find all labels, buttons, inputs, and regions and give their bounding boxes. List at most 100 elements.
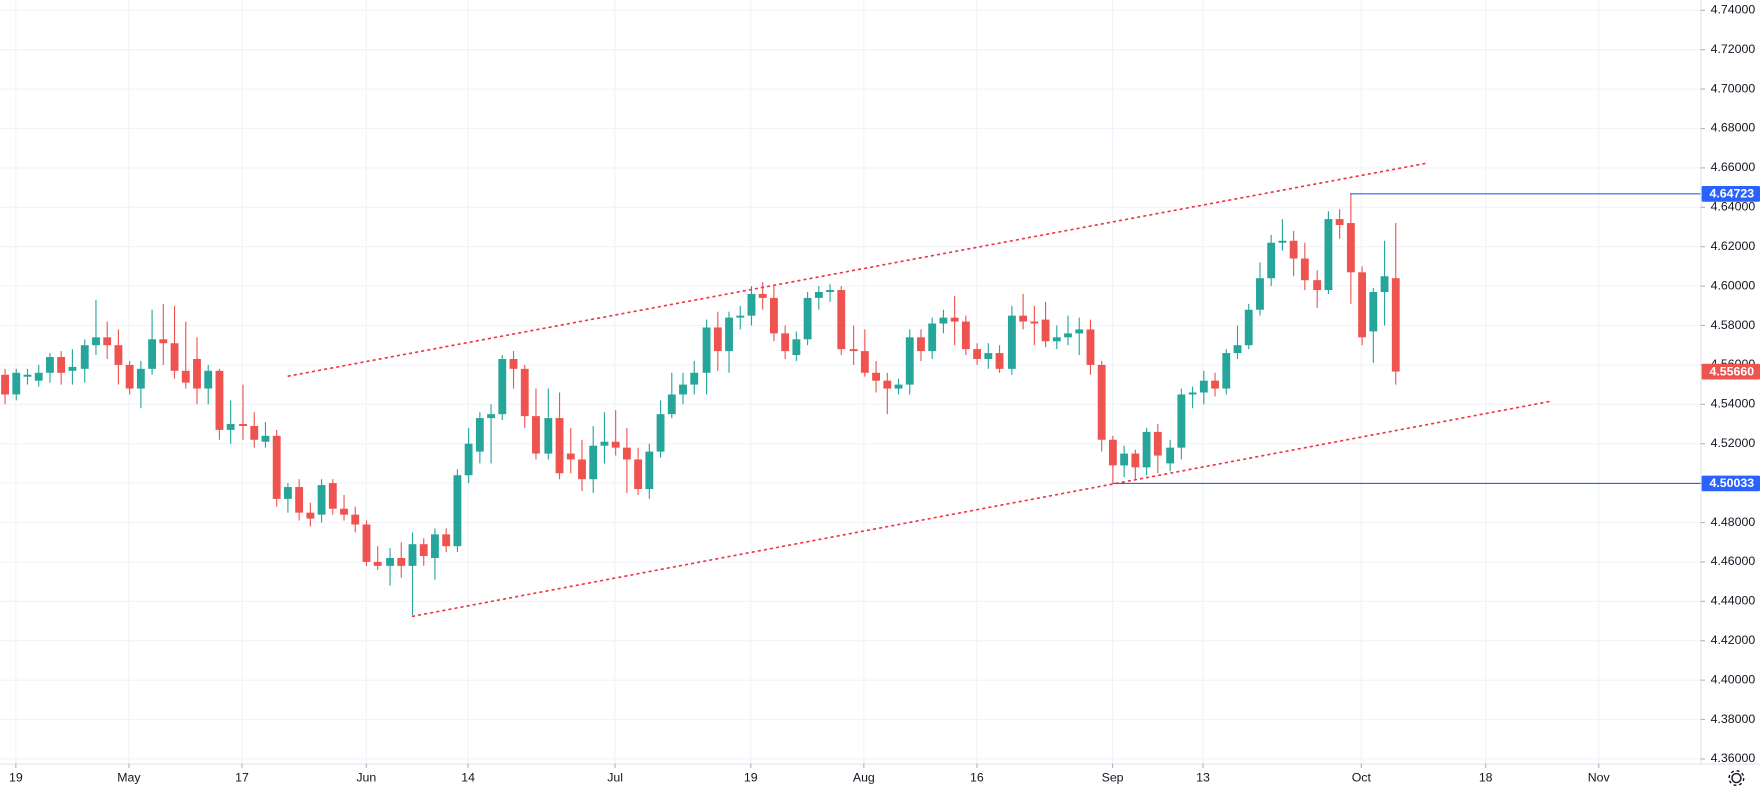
candle-body [475, 418, 484, 452]
price-label-box [1701, 475, 1760, 492]
candle-body [656, 414, 665, 452]
candle-body [1052, 337, 1061, 342]
gear-teeth [1728, 770, 1745, 787]
candle-body [408, 544, 417, 566]
candle-body [57, 357, 66, 373]
candle-body [261, 435, 270, 442]
candle-body [1222, 353, 1231, 389]
x-tick-label: 16 [970, 770, 984, 784]
candle-body [736, 315, 745, 318]
candle-body [917, 337, 925, 352]
y-tick-label: 4.64000 [1711, 200, 1756, 214]
candle-body [250, 425, 259, 440]
candle-body [984, 353, 993, 359]
y-tick-label: 4.66000 [1711, 160, 1756, 174]
candle-body [170, 343, 179, 371]
x-tick-label: 18 [1479, 770, 1493, 784]
candle-body [792, 339, 801, 356]
candle-body [1041, 319, 1050, 342]
candle-body [894, 384, 903, 389]
candle-body [226, 424, 235, 430]
candle-body [181, 370, 190, 383]
x-tick-label: 13 [1196, 770, 1210, 784]
trend-line [287, 162, 1429, 377]
candle-body [1358, 272, 1367, 338]
candle-body [1007, 315, 1016, 369]
candle-body [34, 372, 43, 381]
y-tick-label: 4.60000 [1711, 278, 1756, 292]
candle-body [837, 290, 846, 350]
candle-body [1188, 392, 1197, 395]
candle-body [555, 418, 564, 474]
candle-body [690, 372, 699, 385]
candle-body [487, 414, 495, 419]
candle-body [758, 293, 767, 298]
candle-body [702, 327, 711, 373]
price-label-box [1701, 185, 1760, 202]
candle-body [725, 317, 733, 352]
x-tick-label: Sep [1102, 770, 1124, 784]
candle-body [114, 345, 123, 365]
y-tick-label: 4.42000 [1711, 633, 1756, 647]
candle-body [125, 364, 134, 389]
y-tick-label: 4.62000 [1711, 239, 1756, 253]
candle-body [148, 339, 157, 369]
x-tick-label: 19 [9, 770, 23, 784]
candle-body [1335, 219, 1344, 226]
candle-body [362, 524, 371, 562]
candle-body [849, 349, 858, 352]
candle-body [306, 512, 315, 519]
candle-body [1369, 292, 1378, 332]
candle-body [1346, 223, 1355, 273]
candle-body [814, 292, 823, 298]
candle-body [747, 293, 756, 316]
x-tick-label: Jul [607, 770, 623, 784]
x-tick-label: Jun [356, 770, 376, 784]
candle-body [1142, 431, 1151, 468]
candle-body [973, 349, 982, 359]
candle-body [600, 441, 609, 446]
candle-body [781, 333, 790, 352]
y-tick-label: 4.36000 [1711, 751, 1756, 765]
last-price-box [1701, 363, 1760, 380]
axes: 4.36000 4.38000 4.40000 4.42000 4.44000 4.460… [9, 3, 1760, 784]
candle-body [159, 339, 168, 344]
candle-body [803, 297, 812, 340]
y-tick-label: 4.44000 [1711, 594, 1756, 608]
x-tick-label: 17 [235, 770, 249, 784]
candle-body [283, 487, 292, 499]
candle-body [317, 485, 326, 515]
last-price-label: 4.55660 [1709, 364, 1754, 378]
candle-body [23, 374, 32, 377]
candle-body [1313, 280, 1322, 291]
candle-body [1030, 321, 1039, 324]
candle-body [1108, 439, 1117, 466]
y-tick-label: 4.74000 [1711, 3, 1756, 17]
x-tick-label: May [117, 770, 141, 784]
candle-body [928, 323, 937, 352]
y-tick-label: 4.40000 [1711, 672, 1756, 686]
candle-body [12, 372, 21, 395]
candle-body [46, 357, 54, 373]
candle-body [667, 394, 676, 415]
candle-body [68, 366, 77, 371]
y-tick-label: 4.46000 [1711, 554, 1756, 568]
candle-body [520, 368, 529, 417]
candle-body [193, 358, 201, 389]
candle-body [419, 544, 428, 557]
y-tick-label: 4.54000 [1711, 397, 1756, 411]
candle-body [1, 374, 9, 395]
candle-body [1289, 240, 1298, 259]
candle-body [578, 459, 586, 480]
candle-body [770, 297, 778, 334]
candle-body [645, 451, 654, 490]
candle-body [1120, 453, 1129, 466]
candle-body [136, 368, 145, 389]
settings-icon[interactable] [1728, 770, 1745, 787]
candle-body [92, 337, 100, 346]
candle-body [442, 534, 451, 547]
candle-body [397, 557, 406, 566]
candle-body [1086, 329, 1095, 365]
candle-body [1267, 242, 1276, 279]
